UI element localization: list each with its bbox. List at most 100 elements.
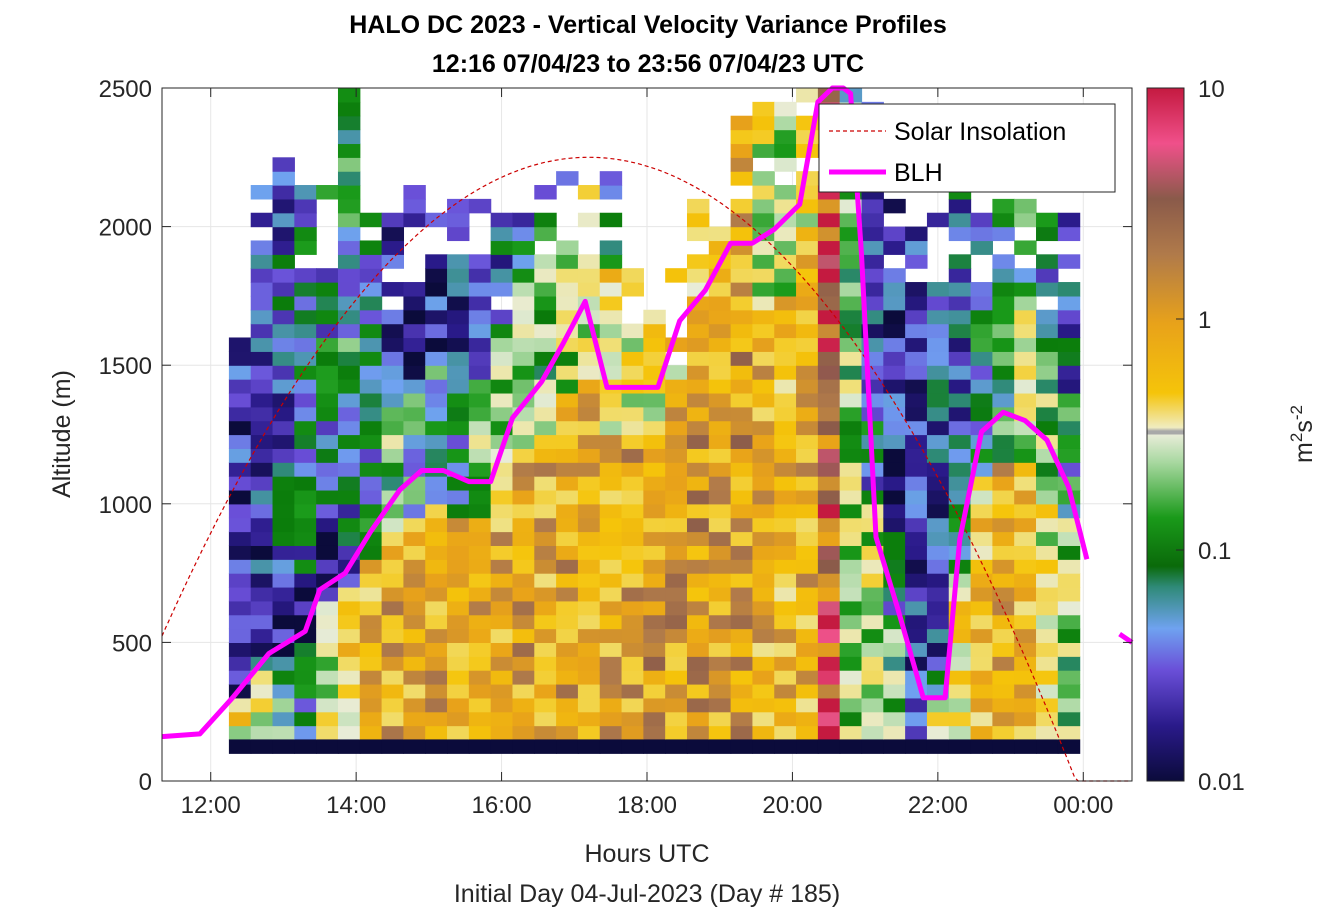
heatmap-cell	[490, 517, 514, 533]
heatmap-cell	[250, 323, 274, 339]
heatmap-cell	[730, 379, 754, 394]
heatmap-cell	[992, 697, 1015, 713]
heatmap-cell	[403, 337, 426, 352]
heatmap-cell	[839, 309, 863, 325]
heatmap-cell	[512, 503, 535, 519]
heatmap-cell	[817, 503, 841, 519]
heatmap-cell	[730, 476, 754, 491]
heatmap-cell	[425, 489, 448, 505]
heatmap-cell	[686, 309, 710, 325]
heatmap-cell	[1057, 711, 1081, 727]
heatmap-cell	[839, 739, 863, 754]
heatmap-cell	[817, 573, 841, 588]
heatmap-cell	[337, 268, 361, 283]
heatmap-cell	[250, 309, 274, 325]
heatmap-cell	[796, 697, 819, 713]
heatmap-cell	[926, 448, 950, 463]
heatmap-cell	[970, 282, 993, 297]
heatmap-cell	[337, 282, 361, 297]
heatmap-cell	[730, 628, 754, 643]
heatmap-cell	[970, 323, 993, 339]
heatmap-cell	[686, 351, 710, 366]
heatmap-cell	[359, 240, 383, 255]
heatmap-cell	[316, 406, 339, 422]
heatmap-cell	[272, 392, 295, 408]
heatmap-cell	[577, 739, 601, 754]
heatmap-cell	[381, 254, 405, 269]
heatmap-cell	[272, 351, 295, 366]
heatmap-cell	[817, 476, 841, 491]
heatmap-cell	[425, 309, 448, 325]
heatmap-cell	[883, 739, 906, 754]
heatmap-cell	[381, 351, 405, 366]
heatmap-cell	[403, 185, 426, 200]
heatmap-cell	[839, 628, 863, 643]
heatmap-cell	[970, 517, 993, 533]
heatmap-cell	[992, 323, 1015, 339]
heatmap-cell	[926, 503, 950, 519]
x-axis-sublabel: Initial Day 04-Jul-2023 (Day # 185)	[454, 880, 840, 908]
heatmap-cell	[556, 683, 579, 699]
heatmap-cell	[774, 268, 797, 283]
heatmap-cell	[556, 628, 579, 643]
heatmap-cell	[1036, 739, 1059, 754]
heatmap-cell	[250, 503, 274, 519]
heatmap-cell	[512, 656, 535, 671]
heatmap-cell	[403, 739, 426, 754]
heatmap-cell	[250, 739, 274, 754]
heatmap-cell	[556, 642, 579, 657]
heatmap-cell	[926, 337, 950, 352]
heatmap-cell	[752, 614, 775, 630]
heatmap-cell	[1057, 559, 1081, 574]
heatmap-cell	[839, 517, 863, 533]
heatmap-cell	[272, 240, 295, 255]
heatmap-cell	[992, 503, 1015, 519]
heatmap-cell	[686, 545, 710, 560]
heatmap-cell	[272, 489, 295, 505]
heatmap-cell	[425, 337, 448, 352]
heatmap-cell	[272, 725, 295, 741]
heatmap-cell	[512, 614, 535, 630]
heatmap-cell	[708, 476, 732, 491]
heatmap-cell	[992, 573, 1015, 588]
heatmap-cell	[272, 157, 295, 172]
heatmap-cell	[817, 268, 841, 283]
heatmap-cell	[1014, 462, 1037, 477]
heatmap-cell	[272, 171, 295, 186]
heatmap-cell	[577, 614, 601, 630]
heatmap-cell	[381, 420, 405, 436]
heatmap-cell	[708, 586, 732, 602]
heatmap-cell	[621, 323, 644, 339]
heatmap-cell	[1036, 379, 1059, 394]
heatmap-cell	[534, 448, 557, 463]
heatmap-cell	[272, 503, 295, 519]
heatmap-cell	[512, 600, 535, 616]
heatmap-cell	[250, 683, 274, 699]
heatmap-cell	[796, 476, 819, 491]
heatmap-cell	[905, 295, 928, 311]
heatmap-cell	[970, 212, 993, 228]
heatmap-cell	[599, 171, 623, 186]
heatmap-cell	[992, 614, 1015, 630]
heatmap-cell	[337, 226, 361, 242]
heatmap-cell	[294, 517, 317, 533]
heatmap-cell	[316, 351, 339, 366]
heatmap-cell	[1014, 600, 1037, 616]
heatmap-cells	[228, 88, 1081, 754]
heatmap-cell	[686, 476, 710, 491]
heatmap-cell	[272, 337, 295, 352]
heatmap-cell	[1014, 476, 1037, 491]
heatmap-cell	[359, 323, 383, 339]
heatmap-cell	[337, 171, 361, 186]
heatmap-cell	[948, 573, 972, 588]
heatmap-cell	[512, 323, 535, 339]
heatmap-cell	[1057, 448, 1081, 463]
heatmap-cell	[599, 628, 623, 643]
heatmap-cell	[1036, 531, 1059, 546]
heatmap-cell	[752, 406, 775, 422]
heatmap-cell	[730, 697, 754, 713]
heatmap-cell	[228, 517, 252, 533]
heatmap-cell	[1057, 295, 1081, 311]
heatmap-cell	[534, 434, 557, 449]
heatmap-cell	[643, 656, 666, 671]
